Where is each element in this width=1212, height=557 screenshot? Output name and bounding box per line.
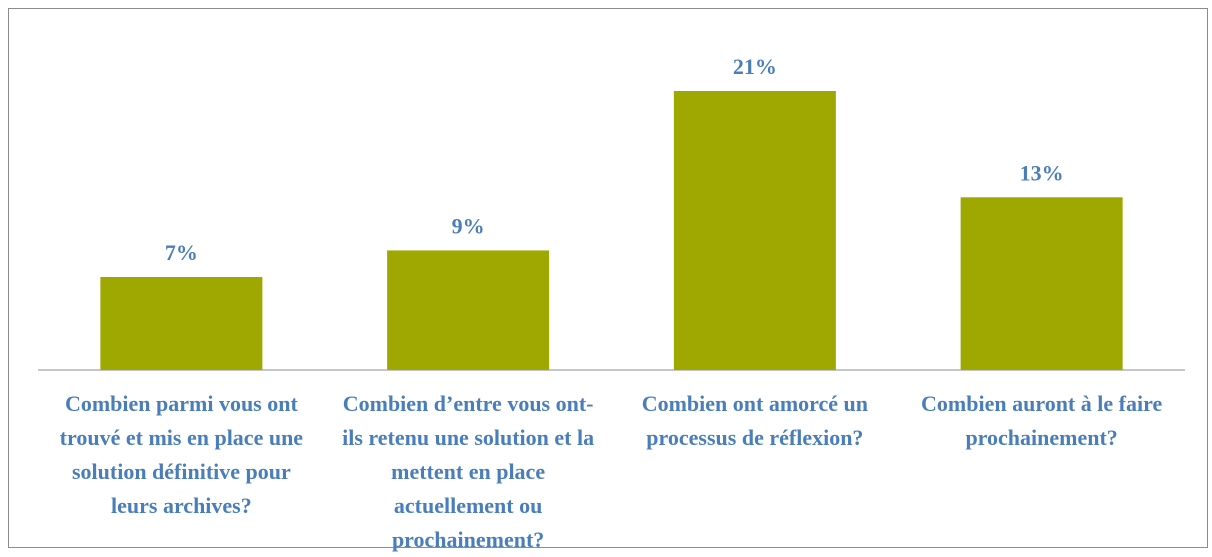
bar <box>100 277 263 370</box>
data-label: 7% <box>165 240 198 265</box>
bar <box>960 197 1123 370</box>
category-label: Combien d’entre vous ont-ils retenu une … <box>342 391 595 552</box>
bar <box>387 250 550 370</box>
bar <box>673 91 836 370</box>
category-label: Combien auront à le faire prochainement? <box>921 391 1163 450</box>
data-label: 13% <box>1020 160 1064 185</box>
category-label: Combien ont amorcé un processus de réfle… <box>641 391 869 450</box>
data-label: 9% <box>452 213 485 238</box>
chart-frame <box>8 8 1208 548</box>
data-label: 21% <box>733 54 777 79</box>
category-label: Combien parmi vous ont trouvé et mis en … <box>59 391 304 518</box>
